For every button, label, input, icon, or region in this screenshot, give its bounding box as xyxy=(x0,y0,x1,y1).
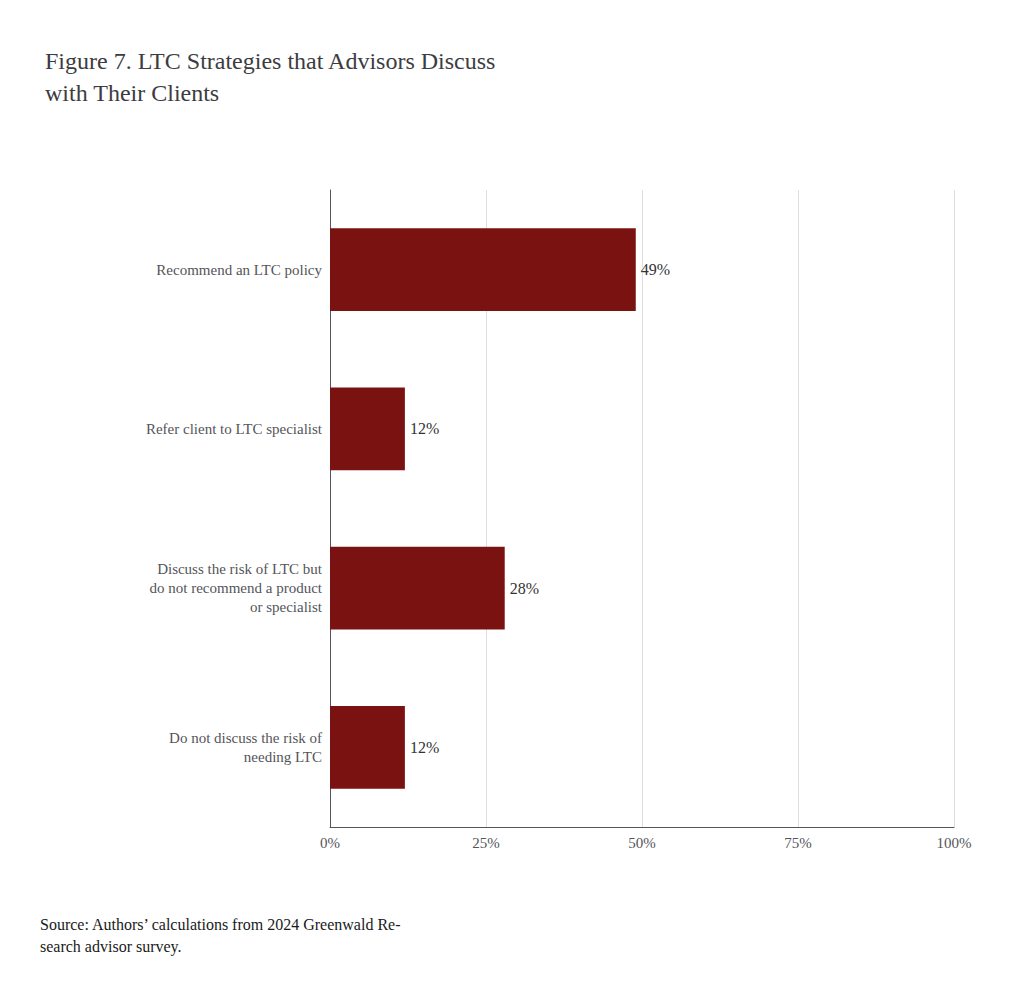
svg-text:Source: Authors’ calculations: Source: Authors’ calculations from 2024 … xyxy=(40,916,401,933)
svg-text:100%: 100% xyxy=(937,835,972,851)
svg-text:Refer client to LTC specialist: Refer client to LTC specialist xyxy=(146,421,323,437)
svg-text:25%: 25% xyxy=(472,835,500,851)
svg-text:0%: 0% xyxy=(320,835,340,851)
svg-text:with Their Clients: with Their Clients xyxy=(45,80,219,106)
svg-text:Discuss the risk of LTC but: Discuss the risk of LTC but xyxy=(157,561,323,577)
svg-text:do not recommend a product: do not recommend a product xyxy=(150,580,323,596)
svg-text:or specialist: or specialist xyxy=(250,599,323,615)
svg-text:49%: 49% xyxy=(641,261,670,278)
svg-text:75%: 75% xyxy=(784,835,812,851)
svg-text:Figure 7. LTC Strategies that: Figure 7. LTC Strategies that Advisors D… xyxy=(45,48,495,74)
svg-text:needing LTC: needing LTC xyxy=(244,749,322,765)
svg-text:50%: 50% xyxy=(628,835,656,851)
svg-text:search advisor survey.: search advisor survey. xyxy=(40,938,182,956)
svg-text:12%: 12% xyxy=(410,739,439,756)
svg-text:28%: 28% xyxy=(510,580,539,597)
svg-text:12%: 12% xyxy=(410,420,439,437)
svg-text:Recommend an LTC policy: Recommend an LTC policy xyxy=(156,262,322,278)
svg-text:Do not discuss the risk of: Do not discuss the risk of xyxy=(169,730,322,746)
